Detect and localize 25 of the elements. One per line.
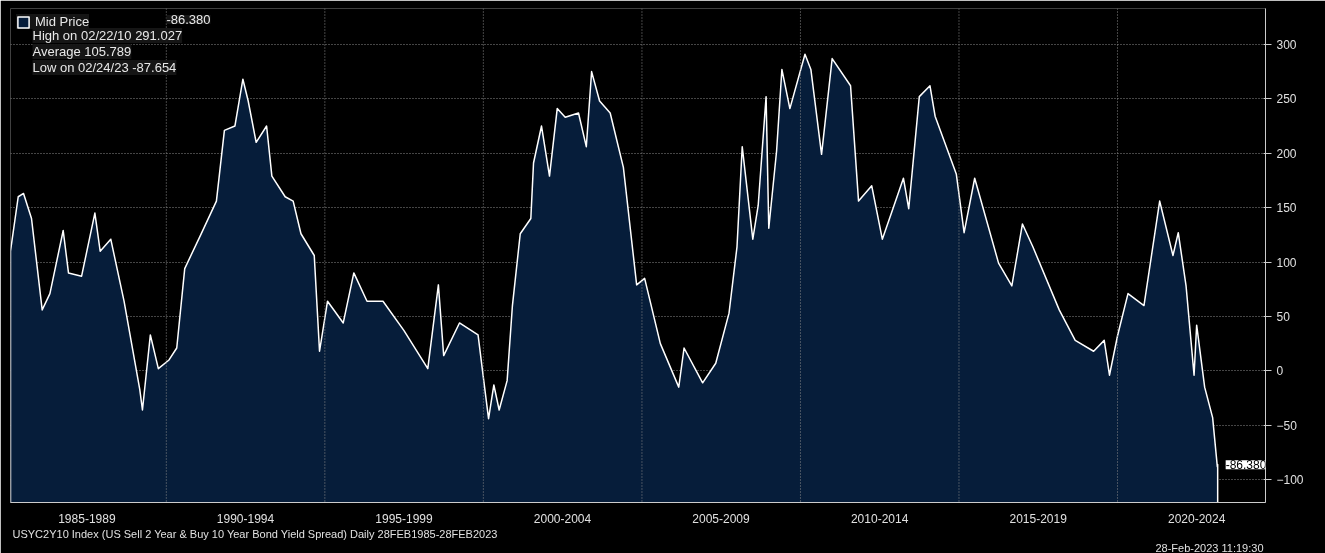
legend-label: Mid Price [35,14,90,29]
y-tick-label: −50 [1276,418,1298,433]
y-tick-label: 0 [1276,364,1284,379]
annotation: -86.380 [1225,458,1267,473]
y-tick-label: 200 [1276,146,1297,161]
y-tick-label: −100 [1276,473,1304,488]
annotation: Average 105.789 [32,44,132,59]
text: USYC2Y10 Index (US Sell 2 Year & Buy 10 Year Bond Yield Spread) Daily 28FEB1985-28FEB2023 [12,527,498,540]
x-tick-label: 2015-2019 [1009,511,1068,526]
y-tick-label: 250 [1276,92,1297,107]
y-tick-label: 150 [1276,201,1297,216]
annotation: Low on 02/24/23 -87.654 [32,60,177,75]
x-tick-label: 1990-1994 [216,511,275,526]
x-tick-label: 2005-2009 [692,511,751,526]
x-tick-label: 1995-1999 [375,511,434,526]
y-tick-label: 100 [1276,255,1297,270]
y-tick-label: 300 [1276,37,1297,52]
annotation: -86.380 [166,12,211,27]
x-tick-label: 1985-1989 [58,511,116,526]
x-tick-label: 2020-2024 [1167,511,1226,526]
y-tick-label: 50 [1276,309,1291,324]
annotation: High on 02/22/10 291.027 [32,28,183,43]
x-tick-label: 2000-2004 [533,511,592,526]
x-tick-label: 2010-2014 [850,511,909,526]
text: 28-Feb-2023 11:19:30 [1155,541,1264,553]
